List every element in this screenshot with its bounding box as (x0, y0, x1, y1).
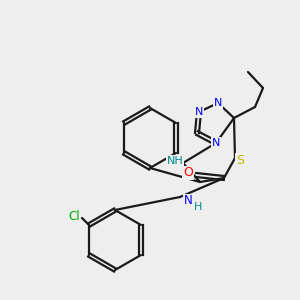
Text: H: H (194, 202, 202, 212)
Text: N: N (214, 98, 222, 108)
Text: NH: NH (167, 156, 183, 166)
Text: Cl: Cl (68, 209, 80, 223)
Text: O: O (183, 167, 193, 179)
Text: N: N (184, 194, 192, 208)
Text: N: N (212, 138, 220, 148)
Text: N: N (195, 107, 203, 117)
Text: S: S (236, 154, 244, 166)
